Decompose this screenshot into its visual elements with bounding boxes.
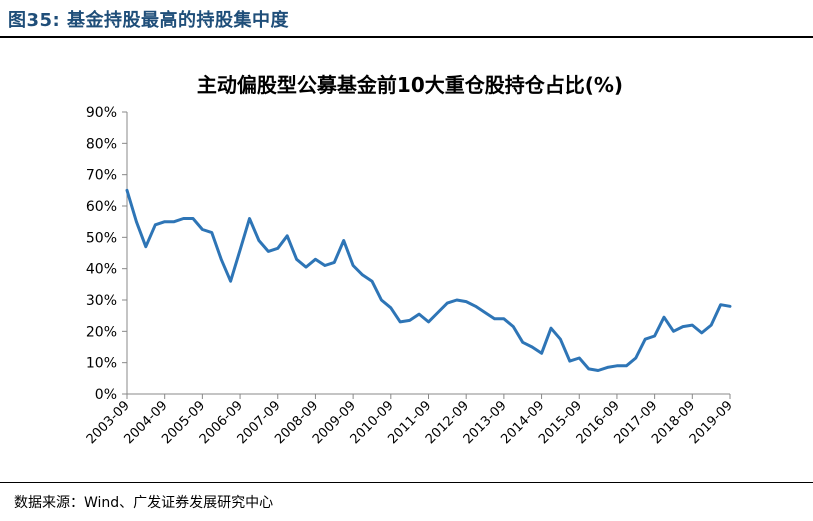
data-point xyxy=(634,357,637,359)
x-axis: 2003-092004-092005-092006-092007-092008-… xyxy=(84,393,736,447)
data-point xyxy=(484,311,486,314)
data-point xyxy=(512,325,515,328)
data-point xyxy=(503,318,505,320)
data-point xyxy=(672,330,675,333)
data-point xyxy=(691,324,694,326)
data-point xyxy=(324,264,326,267)
data-point xyxy=(455,299,458,301)
data-point xyxy=(521,341,524,344)
data-point xyxy=(182,217,185,220)
data-point xyxy=(493,318,496,320)
footer-rule xyxy=(0,482,813,483)
figure-label: 图35: xyxy=(8,10,61,31)
data-point xyxy=(550,327,552,330)
data-point xyxy=(474,305,477,308)
data-point xyxy=(587,368,590,370)
data-point xyxy=(616,365,618,367)
y-tick-label: 10% xyxy=(86,356,117,372)
data-point xyxy=(710,324,712,326)
data-point xyxy=(163,220,166,223)
y-tick-label: 70% xyxy=(86,168,117,184)
data-point xyxy=(437,311,439,314)
data-point xyxy=(314,258,317,261)
y-tick-label: 60% xyxy=(86,199,117,215)
data-point xyxy=(248,217,251,220)
y-tick-label: 50% xyxy=(86,230,117,246)
y-tick-label: 90% xyxy=(86,105,117,121)
data-point xyxy=(305,266,307,268)
y-tick-label: 0% xyxy=(95,387,117,403)
data-point xyxy=(729,305,731,308)
data-point xyxy=(173,220,175,223)
data-point xyxy=(399,321,402,323)
data-point xyxy=(145,245,147,248)
data-point xyxy=(229,280,232,282)
data-point xyxy=(210,231,213,234)
data-point xyxy=(625,365,628,367)
data-point xyxy=(700,332,703,334)
data-point xyxy=(295,258,298,261)
data-point xyxy=(380,299,383,301)
data-point xyxy=(267,250,270,253)
data-point xyxy=(352,264,354,267)
data-point xyxy=(276,247,279,250)
series-group xyxy=(125,188,732,372)
data-point xyxy=(192,217,194,220)
y-tick-label: 20% xyxy=(86,324,117,340)
data-point xyxy=(239,249,241,251)
data-point xyxy=(663,316,665,319)
data-point xyxy=(342,239,345,242)
data-point xyxy=(361,274,364,276)
data-point xyxy=(427,321,430,323)
data-point xyxy=(540,352,543,355)
data-point xyxy=(569,360,571,362)
data-point xyxy=(201,228,204,231)
figure-title: 图35: 基金持股最高的持股集中度 xyxy=(8,6,289,32)
data-point xyxy=(371,280,373,282)
data-point xyxy=(531,346,533,348)
figure-title-text: 基金持股最高的持股集中度 xyxy=(67,10,290,31)
data-point xyxy=(408,319,411,322)
header-rule xyxy=(0,36,813,38)
data-point xyxy=(446,302,449,304)
data-point xyxy=(390,307,392,309)
y-tick-label: 30% xyxy=(86,293,117,309)
data-point xyxy=(644,338,647,340)
data-point xyxy=(258,239,260,242)
data-point xyxy=(719,303,722,306)
data-point xyxy=(606,366,609,369)
data-point xyxy=(286,234,288,237)
data-point xyxy=(135,220,138,223)
y-axis: 0% 10% 20% 30% 40% 50% 60% 70% 80% 90% xyxy=(86,105,128,403)
chart-title: 主动偏股型公募基金前10大重仓股持仓占比(%) xyxy=(197,73,623,97)
data-point xyxy=(682,325,684,328)
data-point xyxy=(559,338,562,340)
y-tick-label: 80% xyxy=(86,136,117,152)
data-point xyxy=(333,261,336,264)
source-note: 数据来源：Wind、广发证券发展研究中心 xyxy=(14,495,274,511)
data-point xyxy=(126,189,128,192)
data-point xyxy=(418,313,420,315)
series-line xyxy=(125,188,732,372)
data-point xyxy=(578,357,581,359)
data-point xyxy=(220,258,223,261)
data-point xyxy=(653,335,656,337)
y-tick-label: 40% xyxy=(86,262,117,278)
data-point xyxy=(154,224,157,226)
data-point xyxy=(597,369,599,372)
line-chart: 主动偏股型公募基金前10大重仓股持仓占比(%) 0% 10% 20% 30% 40% 50… xyxy=(84,73,736,447)
data-point xyxy=(465,300,467,303)
